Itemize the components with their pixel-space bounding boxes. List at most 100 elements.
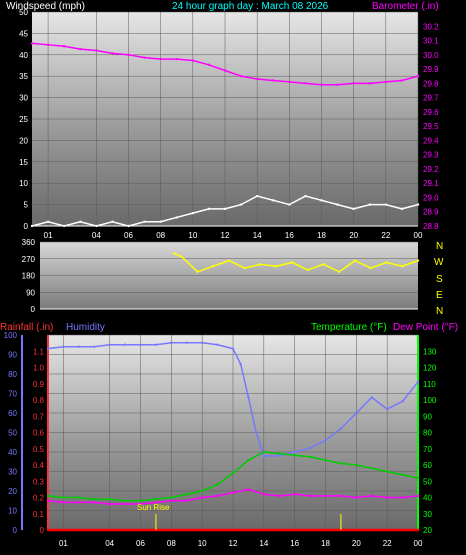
humidity-point-17 bbox=[278, 454, 281, 458]
humidity-point-22 bbox=[355, 411, 358, 415]
temperature-point-6 bbox=[139, 499, 142, 502]
y-tick-rain-0: 0 bbox=[40, 526, 45, 535]
y-tick-mid-0: 0 bbox=[31, 305, 36, 314]
windspeed-point-8 bbox=[159, 220, 162, 223]
temperature-point-21 bbox=[370, 467, 373, 470]
y-tick-left-0: 0 bbox=[24, 222, 29, 231]
dewpoint-point-22 bbox=[385, 496, 389, 499]
y-tick-left-4: 20 bbox=[19, 136, 28, 145]
graph-title: 24 hour graph day : March 08 2026 bbox=[172, 1, 329, 12]
humidity-point-12 bbox=[231, 347, 235, 350]
y-tick-right-3: 29.1 bbox=[423, 179, 439, 188]
x-tick-top-5: 12 bbox=[221, 231, 230, 240]
humidity-point-23 bbox=[370, 396, 373, 399]
humidity-point-21 bbox=[339, 427, 343, 430]
barometer-point-9 bbox=[175, 57, 178, 61]
x-tick-top-1: 04 bbox=[92, 231, 101, 240]
windspeed-point-2 bbox=[62, 224, 66, 228]
dewpoint-point-20 bbox=[355, 496, 358, 499]
temperature-point-20 bbox=[355, 463, 358, 467]
y-tick-humidity-4: 40 bbox=[8, 448, 17, 457]
y-tick-rain-3: 0.3 bbox=[33, 477, 45, 486]
dewpoint-point-1 bbox=[62, 501, 65, 504]
humidity-point-11 bbox=[216, 343, 219, 346]
x-tick-bottom-4: 10 bbox=[198, 539, 207, 548]
humidity-point-6 bbox=[139, 343, 142, 346]
direction-point-11 bbox=[196, 270, 199, 273]
y-tick-right-5: 29.3 bbox=[423, 151, 439, 160]
y-tick-mid-1: 90 bbox=[26, 288, 35, 297]
humidity-point-4 bbox=[108, 343, 111, 346]
x-tick-top-9: 20 bbox=[349, 231, 358, 240]
humidity-point-3 bbox=[93, 345, 96, 348]
windspeed-point-15 bbox=[272, 199, 275, 202]
y-tick-right-8: 29.6 bbox=[423, 108, 439, 117]
y-tick-temp-0: 20 bbox=[423, 526, 432, 535]
direction-point-10 bbox=[180, 255, 183, 259]
barometer-point-7 bbox=[143, 56, 146, 59]
y-tick-right-0: 28.8 bbox=[423, 222, 439, 231]
temperature-point-11 bbox=[216, 483, 219, 486]
humidity-point-20 bbox=[324, 439, 327, 442]
dewpoint-point-6 bbox=[139, 502, 142, 506]
y-tick-mid-2: 180 bbox=[22, 272, 36, 281]
temperature-point-1 bbox=[62, 496, 65, 499]
barometer-point-24 bbox=[416, 75, 420, 78]
y-tick-right-14: 30.2 bbox=[423, 22, 439, 31]
direction-point-24 bbox=[401, 264, 404, 268]
dewpoint-point-7 bbox=[154, 501, 158, 504]
x-tick-top-2: 06 bbox=[124, 231, 133, 240]
y-tick-humidity-1: 10 bbox=[8, 507, 17, 516]
windspeed-point-19 bbox=[336, 203, 339, 206]
direction-point-16 bbox=[275, 264, 278, 268]
windspeed-point-20 bbox=[352, 207, 355, 211]
compass-labels: N W S E N bbox=[434, 241, 444, 317]
windspeed-point-9 bbox=[175, 216, 178, 219]
dewpoint-point-3 bbox=[93, 501, 96, 504]
barometer-point-20 bbox=[352, 82, 355, 85]
x-tick-bottom-8: 18 bbox=[321, 539, 330, 548]
y-tick-rain-7: 0.7 bbox=[33, 412, 45, 421]
dewpoint-point-8 bbox=[170, 499, 173, 502]
barometer-point-18 bbox=[320, 83, 323, 86]
dewpoint-point-12 bbox=[231, 491, 235, 494]
y-tick-humidity-10: 100 bbox=[4, 331, 18, 340]
barometer-point-5 bbox=[111, 52, 114, 55]
direction-point-21 bbox=[353, 259, 357, 262]
barometer-point-12 bbox=[223, 69, 227, 72]
y-tick-left-9: 45 bbox=[19, 29, 28, 38]
compass-s: S bbox=[436, 274, 443, 285]
humidity-point-2 bbox=[77, 345, 81, 348]
temperature-point-8 bbox=[170, 496, 173, 499]
direction-point-19 bbox=[322, 263, 325, 266]
windspeed-point-6 bbox=[127, 224, 130, 228]
y-tick-rain-5: 0.5 bbox=[33, 445, 45, 454]
x-tick-top-6: 14 bbox=[253, 231, 262, 240]
x-tick-top-7: 16 bbox=[285, 231, 294, 240]
windspeed-point-0 bbox=[30, 224, 34, 228]
dewpoint-point-18 bbox=[324, 494, 327, 498]
compass-n-bottom: N bbox=[436, 306, 443, 317]
y-tick-right-6: 29.4 bbox=[423, 136, 439, 145]
windspeed-point-21 bbox=[368, 203, 371, 206]
y-tick-humidity-9: 90 bbox=[8, 351, 17, 360]
x-tick-bottom-9: 20 bbox=[352, 539, 361, 548]
temperature-point-15 bbox=[278, 452, 281, 455]
y-tick-temp-6: 80 bbox=[423, 429, 432, 438]
y-tick-left-5: 25 bbox=[19, 115, 28, 124]
y-tick-humidity-7: 70 bbox=[8, 390, 17, 399]
y-tick-rain-9: 0.9 bbox=[33, 380, 45, 389]
y-tick-temp-4: 60 bbox=[423, 461, 432, 470]
barometer-point-23 bbox=[400, 79, 404, 82]
barometer-point-22 bbox=[384, 80, 388, 84]
temperature-point-17 bbox=[308, 455, 312, 459]
compass-n-top: N bbox=[436, 241, 443, 252]
barometer-point-4 bbox=[95, 49, 98, 52]
windspeed-point-13 bbox=[239, 203, 243, 206]
direction-point-12 bbox=[212, 264, 215, 268]
windspeed-point-12 bbox=[223, 207, 227, 211]
temperature-point-14 bbox=[262, 450, 266, 454]
y-tick-left-7: 35 bbox=[19, 72, 28, 81]
direction-point-18 bbox=[306, 268, 309, 272]
windspeed-label: Windspeed (mph) bbox=[6, 1, 85, 12]
